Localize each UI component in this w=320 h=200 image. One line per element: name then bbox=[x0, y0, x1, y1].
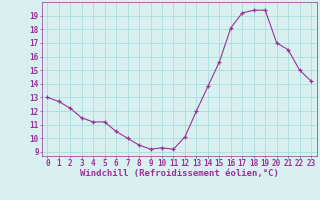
X-axis label: Windchill (Refroidissement éolien,°C): Windchill (Refroidissement éolien,°C) bbox=[80, 169, 279, 178]
